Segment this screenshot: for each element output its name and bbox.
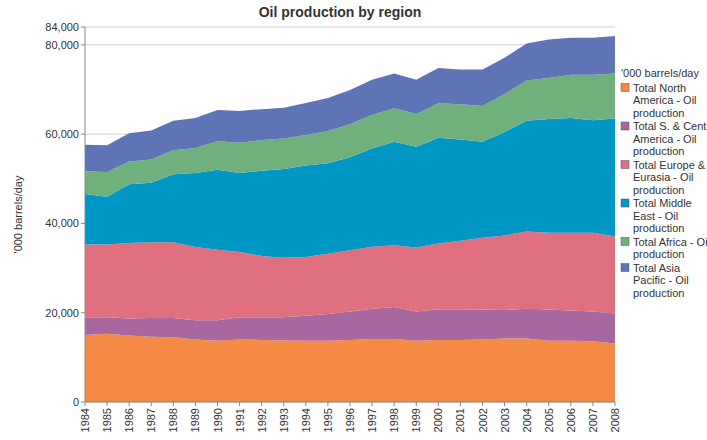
legend: '000 barrels/day Total NorthAmerica - Oil… (621, 67, 707, 299)
y-tick (81, 44, 85, 45)
legend-title: '000 barrels/day (621, 67, 699, 79)
y-tick-label: 80,000 (45, 39, 79, 51)
x-tick (350, 402, 351, 406)
x-tick (548, 402, 549, 406)
x-tick-label: 1991 (234, 408, 246, 432)
x-tick (570, 402, 571, 406)
x-tick (504, 402, 505, 406)
x-tick-label: 1999 (410, 408, 422, 432)
x-tick (195, 402, 196, 406)
x-tick-label: 2008 (609, 408, 621, 432)
grid (85, 27, 615, 402)
x-tick (305, 402, 306, 406)
x-tick-label: 1995 (322, 408, 334, 432)
legend-swatch (621, 264, 629, 272)
x-tick (592, 402, 593, 406)
y-tick (81, 312, 85, 313)
title: Oil production by region (259, 4, 422, 20)
x-tick (173, 402, 174, 406)
legend-label: Total AsiaPacific - Oilproduction (633, 262, 689, 299)
x-tick-label: 2007 (587, 408, 599, 432)
y-tick-label: 20,000 (45, 307, 79, 319)
x-tick-label: 1998 (388, 408, 400, 432)
legend-label: Total Africa - Oilproduction (633, 236, 707, 261)
x-tick-label: 1989 (189, 408, 201, 432)
x-tick-label: 1994 (300, 408, 312, 432)
y-tick (81, 27, 85, 28)
y-tick-label: 60,000 (45, 128, 79, 140)
y-tick-label: 0 (73, 396, 79, 408)
legend-label: Total MiddleEast - Oilproduction (633, 197, 692, 234)
grid-line (85, 27, 615, 28)
x-tick-label: 1997 (366, 408, 378, 432)
x-tick (416, 402, 417, 406)
y-tick (81, 223, 85, 224)
legend-label: Total S. & Cent.America - Oilproduction (633, 120, 707, 157)
x-tick-label: 1992 (256, 408, 268, 432)
y-tick (81, 134, 85, 135)
x-tick (107, 402, 108, 406)
chart: Oil production by region '000 barrels/day… (0, 0, 707, 440)
x-tick (438, 402, 439, 406)
x-tick-label: 1986 (123, 408, 135, 432)
legend-swatch (621, 161, 629, 169)
x-tick (283, 402, 284, 406)
x-tick (129, 402, 130, 406)
y-tick (81, 402, 85, 403)
x-tick (327, 402, 328, 406)
x-tick-label: 2001 (454, 408, 466, 432)
x-tick-label: 2003 (499, 408, 511, 432)
legend-swatch (621, 122, 629, 130)
x-tick (372, 402, 373, 406)
x-tick (217, 402, 218, 406)
area (85, 36, 615, 172)
x-tick (151, 402, 152, 406)
x-tick-label: 1987 (145, 408, 157, 432)
legend-swatch (621, 84, 629, 92)
areas (85, 36, 615, 402)
y-tick-label: 40,000 (45, 217, 79, 229)
x-tick (239, 402, 240, 406)
legend-swatch (621, 199, 629, 207)
legend-swatch (621, 238, 629, 246)
x-tick (526, 402, 527, 406)
x-tick (615, 402, 616, 406)
x-tick-label: 2006 (565, 408, 577, 432)
x-tick-label: 1993 (278, 408, 290, 432)
area (85, 334, 615, 402)
x-tick (482, 402, 483, 406)
x-tick (261, 402, 262, 406)
x-tick (85, 402, 86, 406)
x-tick-label: 1985 (101, 408, 113, 432)
y-tick-label: 84,000 (45, 21, 79, 33)
x-tick-label: 2004 (521, 408, 533, 432)
x-tick-label: 1996 (344, 408, 356, 432)
x-tick-label: 1988 (167, 408, 179, 432)
x-tick-label: 1990 (212, 408, 224, 432)
y-axis-label: '000 barrels/day (12, 175, 24, 253)
x-tick-label: 2000 (432, 408, 444, 432)
legend-label: Total NorthAmerica - Oilproduction (633, 82, 697, 119)
y-axis (85, 27, 86, 402)
x-tick-label: 1984 (79, 408, 91, 432)
x-tick-label: 2005 (543, 408, 555, 432)
x-tick (394, 402, 395, 406)
x-tick (460, 402, 461, 406)
legend-label: Total Europe &Eurasia - Oilproduction (633, 159, 706, 196)
x-tick-label: 2002 (477, 408, 489, 432)
